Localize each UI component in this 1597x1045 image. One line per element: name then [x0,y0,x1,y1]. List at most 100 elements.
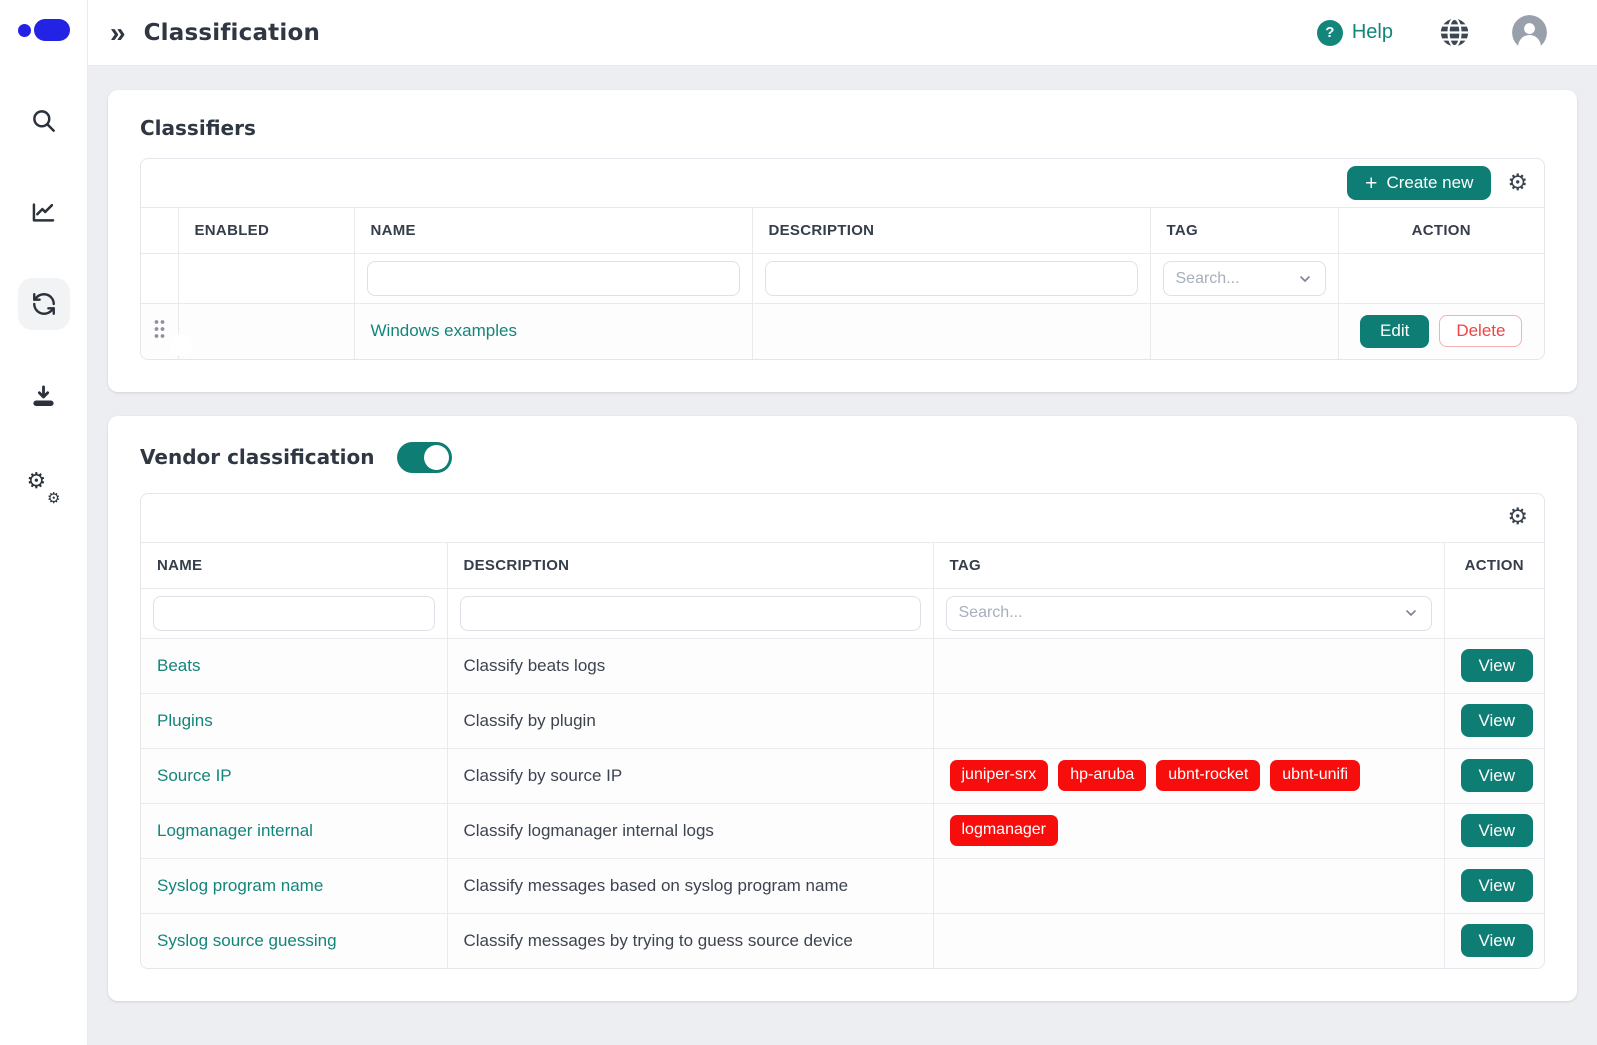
sidebar-item-search[interactable] [18,94,70,146]
download-icon [30,383,57,410]
column-header-enabled: ENABLED [178,207,355,254]
vendor-classification-card: Vendor classification ⚙ NAME DESCRIPTION… [108,415,1577,1001]
classifiers-title: Classifiers [140,116,256,140]
view-button[interactable]: View [1460,869,1534,902]
search-icon [30,107,57,134]
sidebar-item-settings[interactable]: ⚙ ⚙ [18,462,70,514]
sidebar-nav: ⚙ ⚙ [17,94,70,514]
vendor-row: Syslog source guessing Classify messages… [141,912,1544,968]
classifiers-card: Classifiers + Create new ⚙ ENABLED NAME … [108,90,1577,392]
cycle-arrows-icon [31,291,57,317]
vendor-name-filter-input[interactable] [153,595,435,631]
vendor-name-link[interactable]: Logmanager internal [157,820,313,840]
vendor-filter-row: Search... [141,587,1544,638]
vendor-tag-cell [933,912,1445,968]
vendor-row: Syslog program name Classify messages ba… [141,857,1544,913]
chevron-down-icon [1299,275,1310,282]
vendor-column-header-action: ACTION [1444,541,1544,588]
vendor-tag-cell [933,692,1445,748]
brand-logo[interactable] [17,18,70,42]
create-new-button[interactable]: + Create new [1347,166,1492,200]
column-header-name: NAME [354,207,753,254]
vendor-description-filter-input[interactable] [459,595,921,631]
sidebar-item-classification[interactable] [17,278,70,330]
vendor-tag-cell [933,637,1445,693]
vendor-name-link[interactable]: Source IP [157,765,232,785]
tag-filter-select[interactable]: Search... [1162,261,1326,296]
column-header-tag: TAG [1150,207,1339,254]
view-button[interactable]: View [1460,924,1534,958]
vendor-tag-filter-select[interactable]: Search... [945,595,1432,631]
classifier-tag-cell [1150,303,1339,359]
sidebar-item-dashboard[interactable] [18,186,70,238]
classifier-description-cell [752,303,1151,359]
vendor-table-container: ⚙ NAME DESCRIPTION TAG ACTION [140,492,1545,969]
column-header-description: DESCRIPTION [752,207,1151,254]
plus-icon: + [1365,171,1378,195]
drag-handle-icon[interactable] [152,318,167,340]
view-button[interactable]: View [1460,814,1534,847]
vendor-name-link[interactable]: Syslog source guessing [157,930,337,950]
vendor-description-cell: Classify messages based on syslog progra… [447,857,934,913]
classifiers-table: ENABLED NAME DESCRIPTION TAG ACTION [141,207,1544,359]
vendor-table-body: Search... Beats Classify beats logs View… [141,587,1544,968]
help-button[interactable]: ? Help [1316,19,1393,46]
vendor-row: Beats Classify beats logs View [141,637,1544,693]
name-filter-input[interactable] [366,261,740,296]
vendor-description-cell: Classify logmanager internal logs [447,802,934,858]
edit-button[interactable]: Edit [1360,314,1430,348]
delete-button[interactable]: Delete [1439,315,1523,348]
table-settings-gear-icon[interactable]: ⚙ [1507,169,1528,196]
tag-pill: hp-aruba [1058,760,1147,791]
vendor-name-link[interactable]: Plugins [157,710,213,730]
vendor-tag-filter-placeholder: Search... [958,604,1023,621]
classifier-row: Windows examples Edit Delete [141,303,1544,359]
user-avatar[interactable] [1512,15,1547,50]
vendor-classification-title: Vendor classification [140,445,375,469]
tag-pill: logmanager [949,815,1058,846]
tag-filter-placeholder: Search... [1175,269,1240,287]
vendor-tag-cell [933,857,1445,913]
vendor-name-link[interactable]: Syslog program name [157,875,324,895]
collapse-sidebar-icon[interactable]: » [110,16,126,48]
classifier-name-link[interactable]: Windows examples [370,321,517,341]
chevron-down-icon [1405,610,1416,616]
main-content: Classifiers + Create new ⚙ ENABLED NAME … [88,66,1597,1045]
page-title: Classification [143,19,321,46]
classifiers-toolbar: + Create new ⚙ [141,159,1544,207]
vendor-description-cell: Classify beats logs [447,637,934,693]
vendor-column-header-description: DESCRIPTION [447,541,934,588]
gears-icon: ⚙ ⚙ [26,469,61,507]
vendor-table: NAME DESCRIPTION TAG ACTION Search... [141,541,1544,968]
topbar-actions: ? Help [1316,15,1547,50]
classifiers-filter-row: Search... [141,253,1544,304]
vendor-row: Logmanager internal Classify logmanager … [141,802,1544,858]
vendor-description-cell: Classify by plugin [447,692,934,748]
vendor-tag-cell: logmanager [933,802,1445,858]
tag-pill: ubnt-rocket [1156,760,1261,791]
create-new-label: Create new [1386,173,1474,192]
vendor-tag-cell: juniper-srx hp-aruba ubnt-rocket ubnt-unifi [933,747,1445,803]
description-filter-input[interactable] [764,261,1138,296]
language-globe-icon[interactable] [1439,17,1470,48]
view-button[interactable]: View [1460,649,1534,682]
vendor-name-link[interactable]: Beats [157,655,201,675]
view-button[interactable]: View [1460,704,1534,737]
logo-dot [17,23,31,37]
vendor-column-header-tag: TAG [933,541,1445,588]
vendor-table-settings-gear-icon[interactable]: ⚙ [1507,504,1528,530]
help-label: Help [1351,21,1393,43]
vendor-row: Source IP Classify by source IP juniper-… [141,747,1544,803]
vendor-classification-toggle[interactable] [396,441,452,473]
vendor-description-cell: Classify messages by trying to guess sou… [447,912,934,968]
view-button[interactable]: View [1460,759,1534,792]
line-chart-icon [30,199,57,226]
column-header-drag [141,207,179,254]
vendor-description-cell: Classify by source IP [447,747,934,803]
sidebar-item-download[interactable] [18,370,70,422]
sidebar: ⚙ ⚙ [0,0,88,1045]
tag-pill: ubnt-unifi [1270,760,1361,791]
topbar: » Classification ? Help [88,0,1597,66]
column-header-action: ACTION [1338,207,1544,254]
logo-pill [33,19,70,41]
